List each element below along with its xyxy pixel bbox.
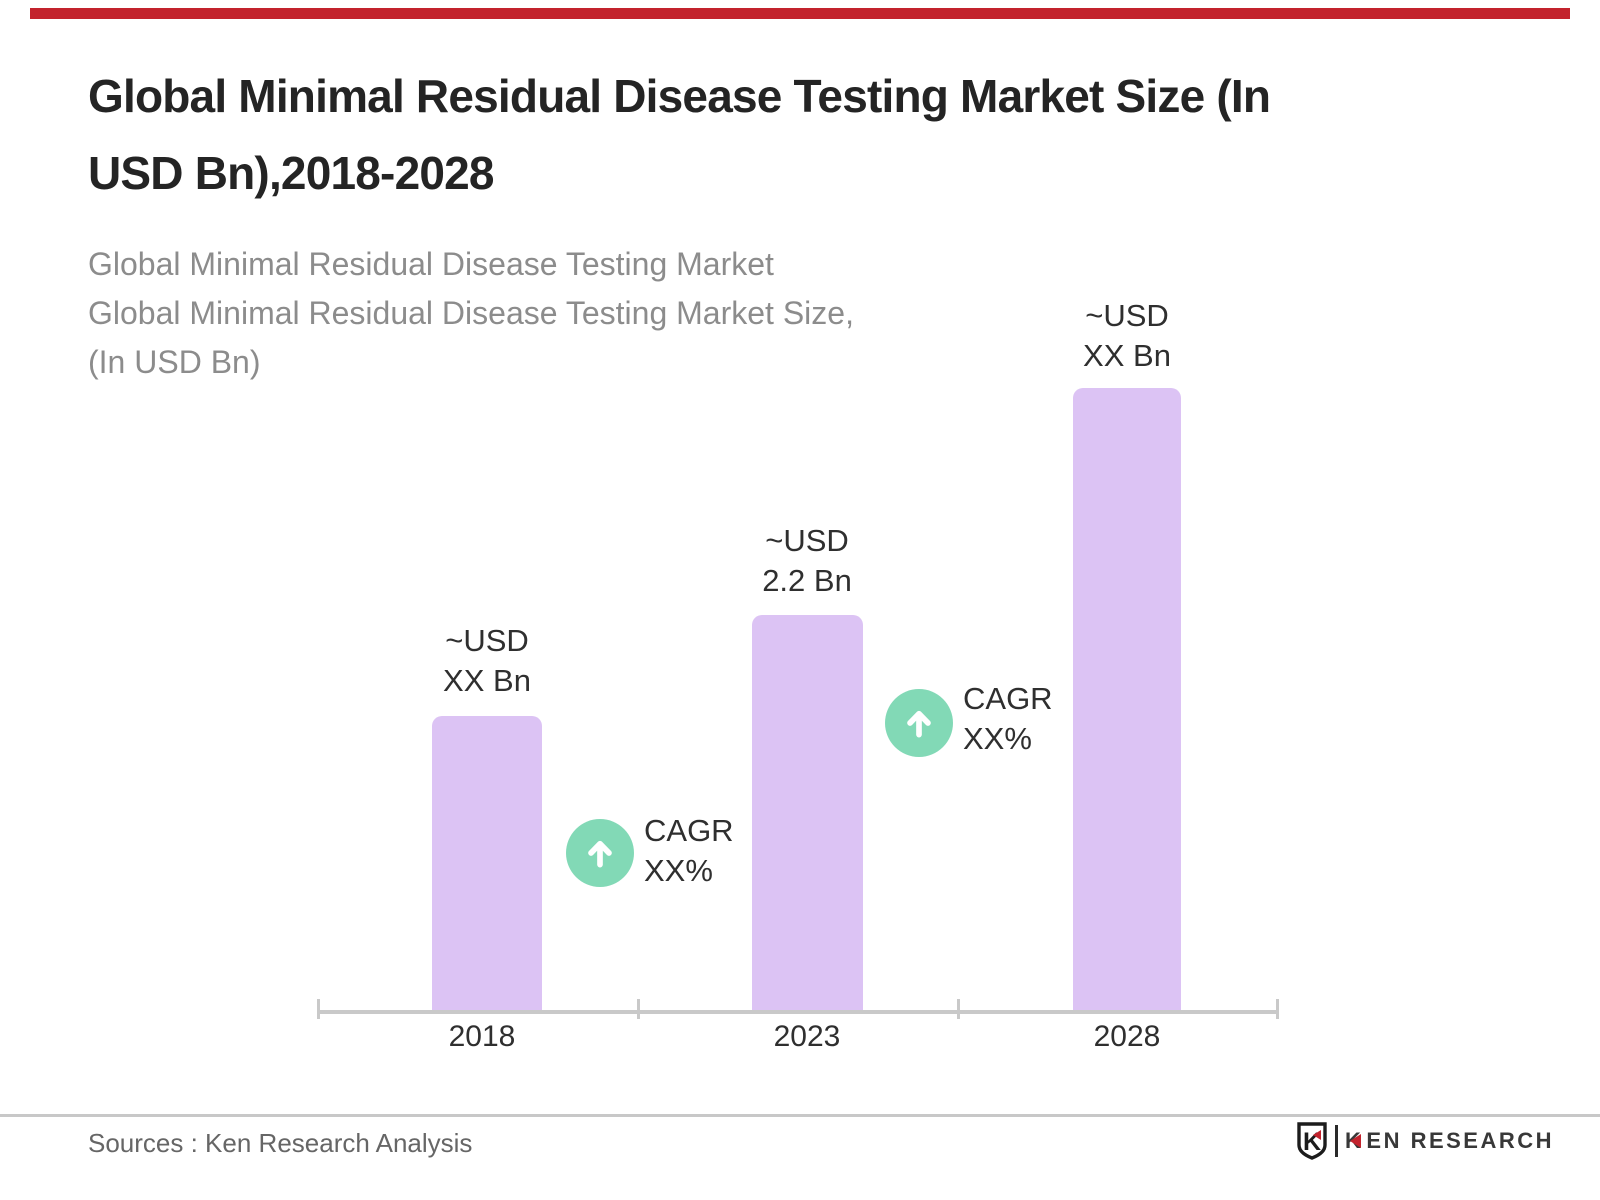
cagr-label-2-line2: XX%	[963, 721, 1032, 756]
cagr-label-1: CAGR XX%	[644, 811, 734, 891]
cagr-label-1-line2: XX%	[644, 853, 713, 888]
cagr-label-2: CAGR XX%	[963, 679, 1053, 759]
shield-logo-icon: K	[1297, 1122, 1327, 1160]
page-title-line1: Global Minimal Residual Disease Testing …	[88, 70, 1271, 122]
cagr-label-2-line1: CAGR	[963, 681, 1053, 716]
bar-value-2018-line2: XX Bn	[443, 663, 531, 698]
bar-2023	[752, 615, 863, 1011]
page-title: Global Minimal Residual Disease Testing …	[88, 58, 1508, 212]
bar-value-2023-line2: 2.2 Bn	[762, 563, 852, 598]
cagr-label-1-line1: CAGR	[644, 813, 734, 848]
logo-text-rest: EN RESEARCH	[1366, 1128, 1555, 1153]
bar-value-2023-line1: ~USD	[765, 523, 849, 558]
cagr-badge-1	[566, 819, 634, 887]
bar-value-2028-line2: XX Bn	[1083, 338, 1171, 373]
x-axis-label-2018: 2018	[448, 1020, 516, 1053]
up-arrow-icon	[907, 710, 931, 738]
chart-subtitle-line3: (In USD Bn)	[88, 344, 261, 380]
bar-2018	[432, 716, 542, 1011]
x-axis-tick	[957, 999, 960, 1019]
page-title-line2: USD Bn),2018-2028	[88, 147, 495, 199]
bar-2028	[1073, 388, 1181, 1011]
up-arrow-icon	[588, 840, 612, 868]
red-arrow-icon	[1350, 1134, 1362, 1148]
source-text: Sources : Ken Research Analysis	[88, 1128, 473, 1158]
chart-subtitle-line2: Global Minimal Residual Disease Testing …	[88, 295, 854, 331]
ken-research-logo: K K EN RESEARCH	[1295, 1121, 1554, 1161]
bar-value-2028-line1: ~USD	[1085, 298, 1169, 333]
bar-value-label-2018: ~USD XX Bn	[377, 621, 597, 701]
cagr-badge-2	[885, 689, 953, 757]
x-axis-label-2028: 2028	[1093, 1020, 1161, 1053]
bar-value-2018-line1: ~USD	[445, 623, 529, 658]
logo-wordmark: K EN RESEARCH	[1345, 1128, 1554, 1154]
footer-divider	[0, 1114, 1600, 1117]
logo-divider	[1335, 1125, 1338, 1157]
x-axis-label-2023: 2023	[773, 1020, 841, 1053]
x-axis-line	[318, 1010, 1278, 1014]
top-accent-bar	[30, 8, 1570, 19]
bar-value-label-2023: ~USD 2.2 Bn	[697, 521, 917, 601]
chart-subtitle: Global Minimal Residual Disease Testing …	[88, 240, 1068, 387]
bar-value-label-2028: ~USD XX Bn	[1017, 296, 1237, 376]
chart-subtitle-line1: Global Minimal Residual Disease Testing …	[88, 246, 774, 282]
x-axis-tick	[1276, 999, 1279, 1019]
x-axis-tick	[637, 999, 640, 1019]
x-axis-tick	[317, 999, 320, 1019]
